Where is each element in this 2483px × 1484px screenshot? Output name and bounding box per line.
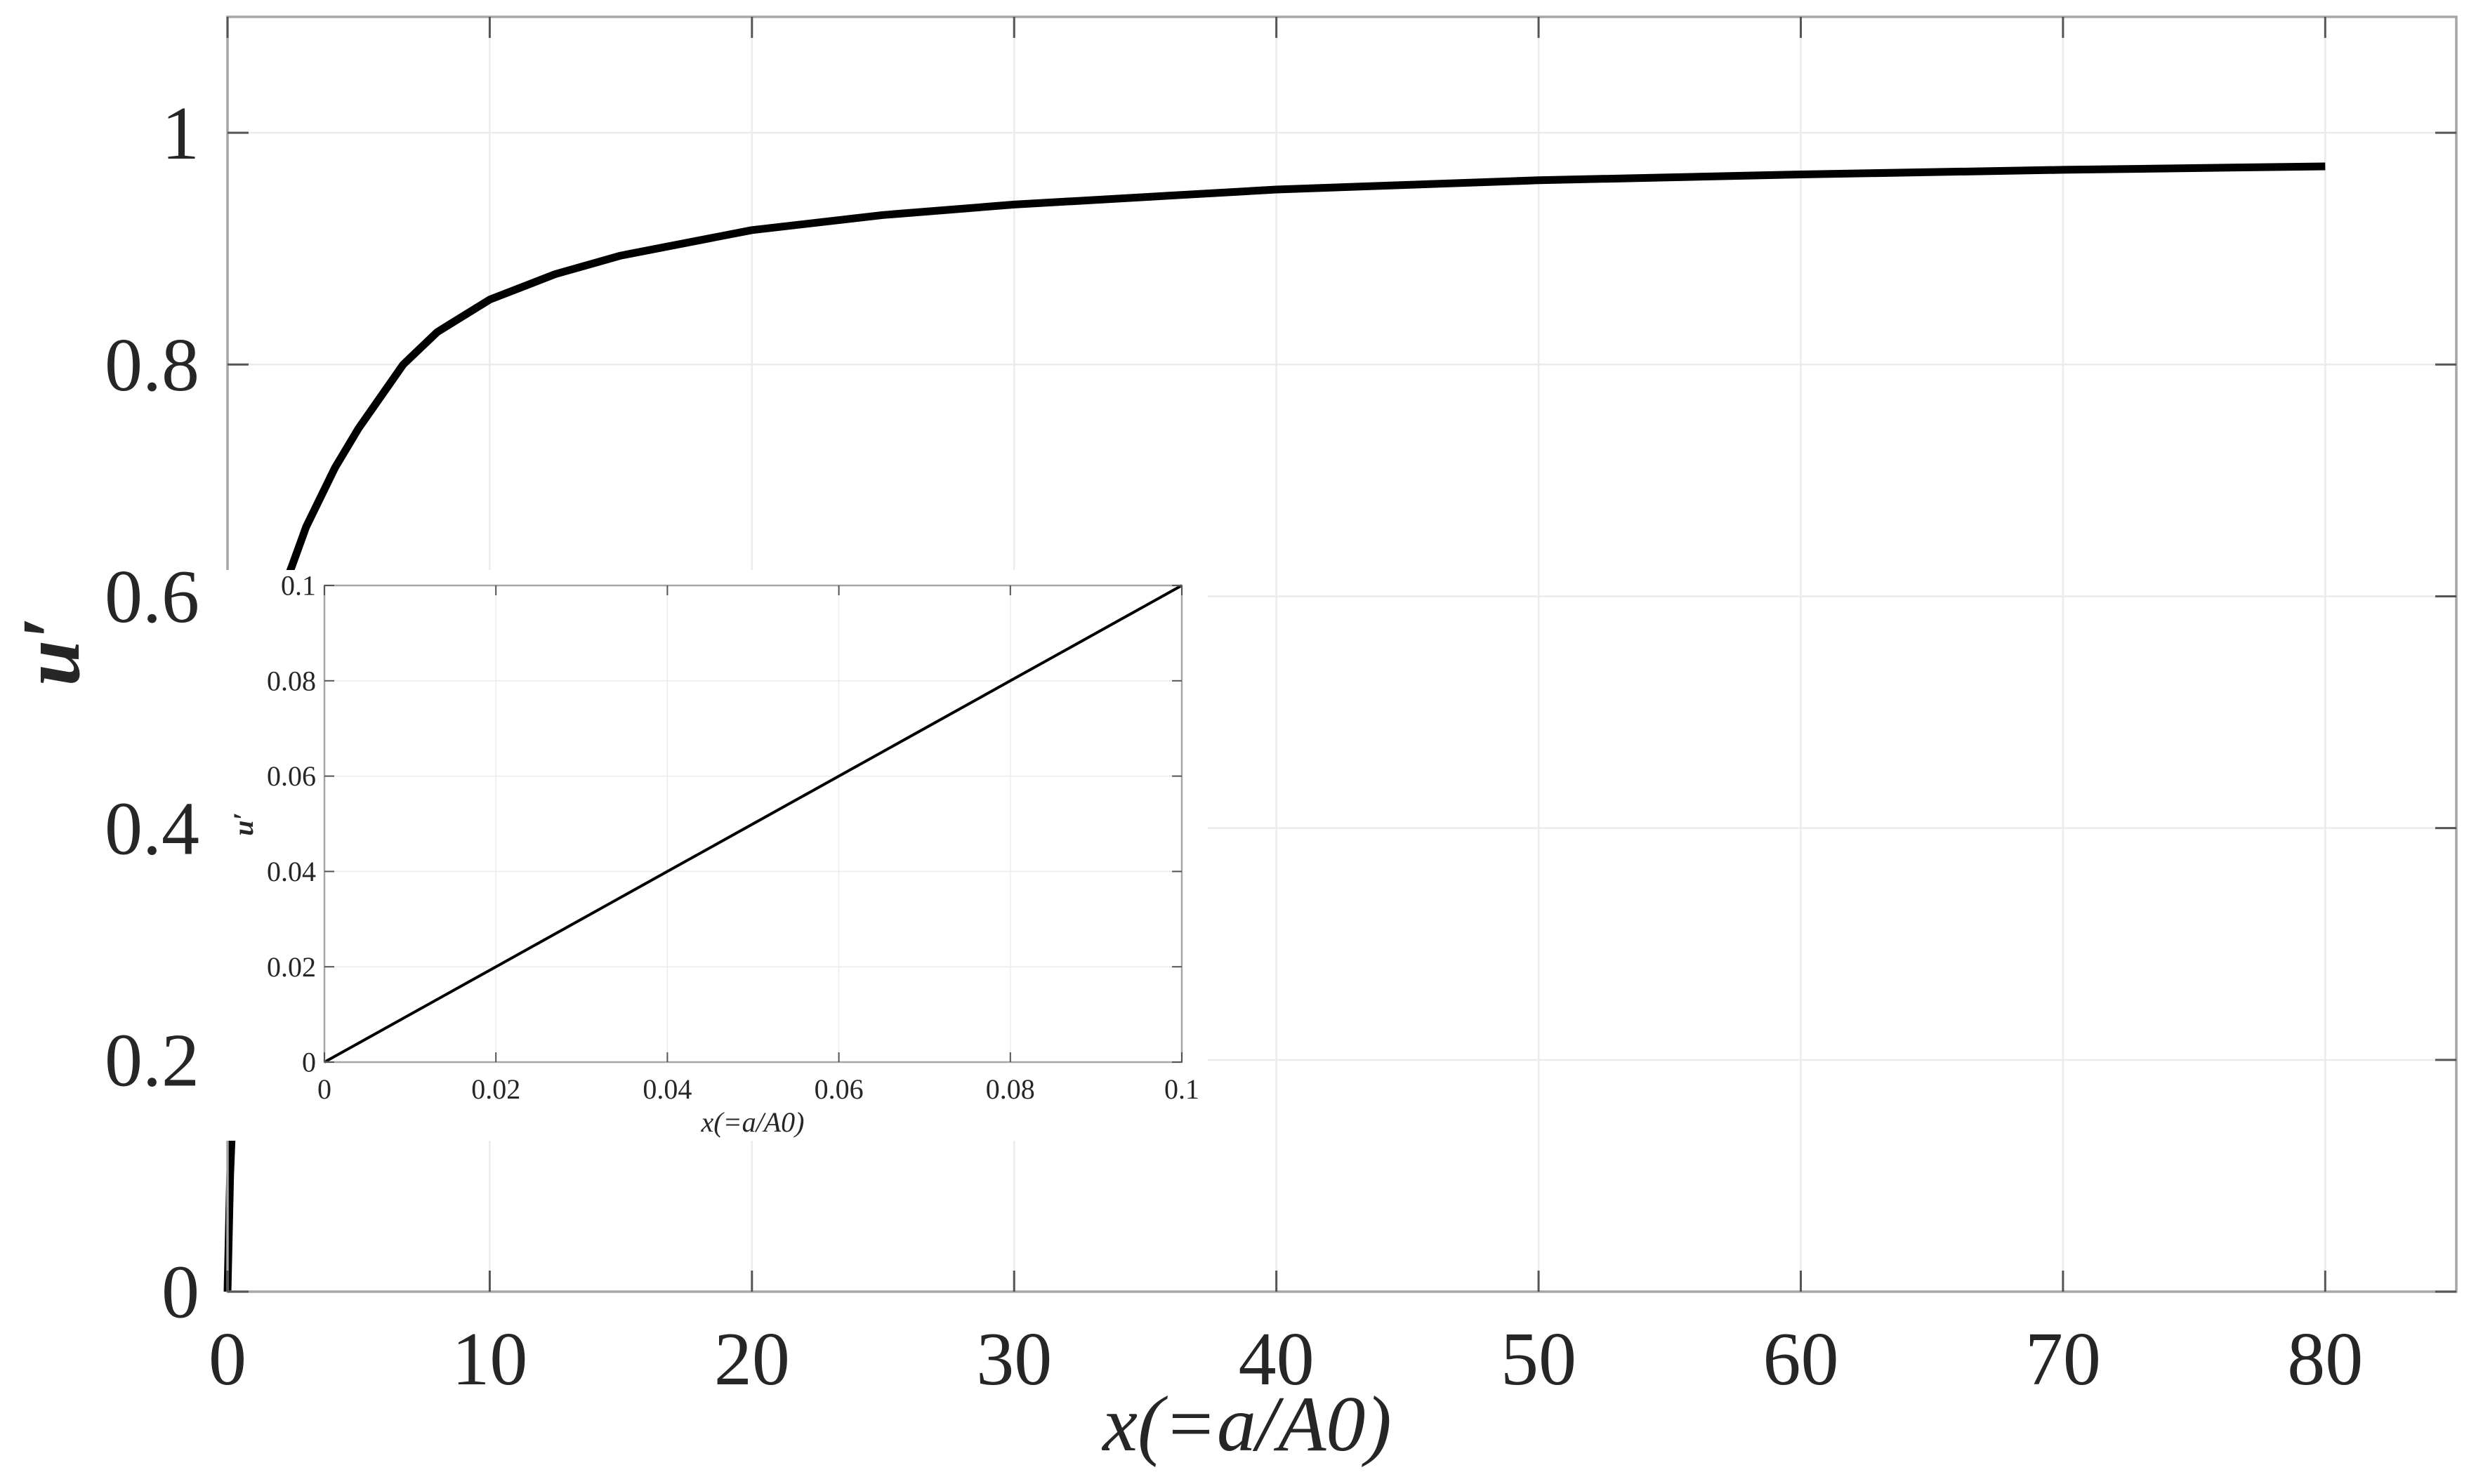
y-tick-label: 1 (162, 92, 199, 175)
main-x-tick-labels: 0 10 20 30 40 50 60 70 80 (209, 1318, 2363, 1401)
inset-y-axis-label: u′ (228, 812, 259, 836)
inset-x-tick-labels: 0 0.02 0.04 0.06 0.08 0.1 (317, 1073, 1199, 1105)
x-tick-label: 50 (1501, 1318, 1576, 1401)
x-tick-label: 40 (1239, 1318, 1315, 1401)
x-tick-label: 20 (714, 1318, 790, 1401)
inset-data-line (324, 584, 1183, 1064)
x-tick-label: 0.02 (471, 1073, 520, 1105)
inset-axes-frame (323, 584, 1183, 1064)
x-tick-label: 0 (317, 1073, 331, 1105)
y-tick-label: 0.2 (105, 1019, 199, 1103)
x-tick-label: 80 (2287, 1318, 2363, 1401)
main-y-axis-label: u′ (5, 617, 97, 687)
y-tick-label: 0.1 (281, 570, 316, 602)
x-tick-label: 0 (209, 1318, 246, 1401)
inset-y-tick-labels: 0 0.02 0.04 0.06 0.08 0.1 (267, 570, 316, 1078)
y-tick-label: 0.4 (105, 787, 199, 870)
y-tick-label: 0.04 (267, 856, 316, 887)
x-tick-label: 0.08 (986, 1073, 1035, 1105)
x-tick-label: 0.04 (643, 1073, 692, 1105)
x-tick-label: 0.06 (815, 1073, 864, 1105)
y-tick-label: 0 (162, 1251, 199, 1334)
x-tick-label: 10 (452, 1318, 527, 1401)
y-tick-label: 0.02 (267, 951, 316, 983)
main-y-tick-labels: 0 0.2 0.4 0.6 0.8 1 (105, 92, 199, 1334)
x-tick-label: 30 (976, 1318, 1052, 1401)
y-tick-label: 0.6 (105, 555, 199, 639)
x-tick-label: 60 (1763, 1318, 1838, 1401)
x-tick-label: 0.1 (1164, 1073, 1199, 1105)
y-tick-label: 0.8 (105, 324, 199, 407)
inset-plot: 0 0.02 0.04 0.06 0.08 0.1 0 0.02 0.04 0.06 0.08 0.… (202, 570, 1208, 1141)
main-x-axis-label: x(=a/A0) (1101, 1381, 1391, 1468)
x-tick-label: 70 (2025, 1318, 2101, 1401)
inset-x-axis-label: x(=a/A0) (701, 1106, 805, 1138)
y-tick-label: 0 (302, 1047, 316, 1078)
series-line (324, 584, 1183, 1064)
y-tick-label: 0.08 (267, 665, 316, 696)
axes-box (323, 584, 1183, 1064)
y-tick-label: 0.06 (267, 760, 316, 792)
